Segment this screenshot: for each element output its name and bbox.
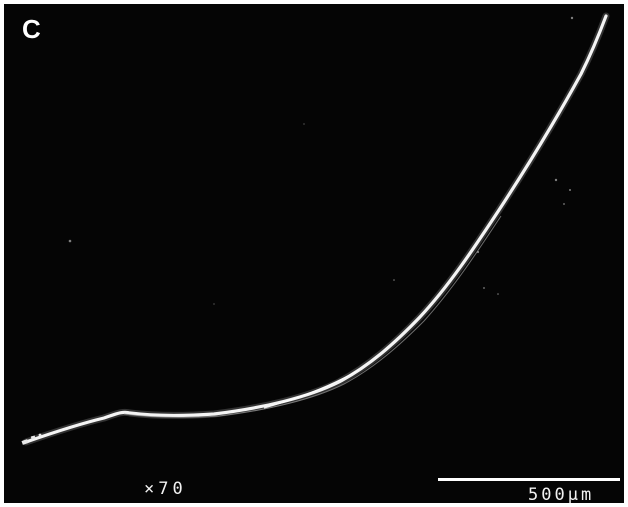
fiber-highlight: [263, 369, 360, 409]
scale-bar-label: 500μm: [528, 485, 595, 503]
fiber-body: [24, 14, 608, 444]
micrograph-image: [21, 12, 610, 446]
background-speckles: [68, 16, 574, 305]
micrograph-frame: C ×70 500μm: [4, 4, 624, 503]
scale-bar: [438, 478, 620, 481]
panel-label: C: [22, 14, 41, 44]
fiber-glow: [22, 12, 610, 446]
fiber-end-debris: [21, 433, 42, 445]
magnification-label: ×70: [144, 479, 187, 499]
fiber-edge: [123, 215, 502, 418]
